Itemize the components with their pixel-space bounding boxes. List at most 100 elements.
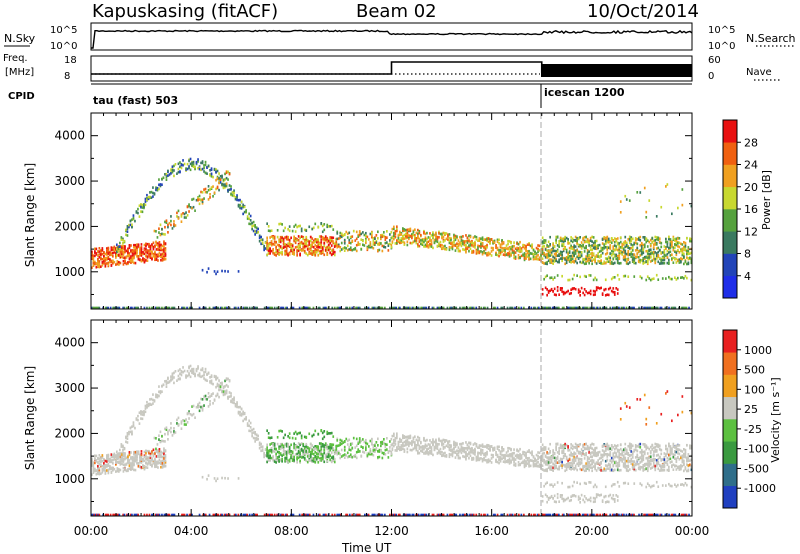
power-cell bbox=[601, 242, 604, 245]
power-cell bbox=[550, 253, 553, 257]
velocity-cell bbox=[155, 447, 157, 451]
power-cell bbox=[170, 223, 172, 227]
power-cell bbox=[538, 256, 541, 259]
velocity-cell bbox=[351, 442, 354, 445]
power-cell bbox=[92, 261, 95, 265]
power-cell bbox=[180, 166, 183, 170]
power-cell bbox=[343, 246, 346, 249]
velocity-cell bbox=[429, 439, 431, 442]
power-cell bbox=[143, 203, 145, 206]
power-cell bbox=[644, 306, 647, 309]
power-cell bbox=[290, 236, 292, 240]
power-cell bbox=[637, 256, 640, 259]
power-cell bbox=[669, 250, 672, 254]
velocity-cell bbox=[349, 442, 352, 446]
power-cell bbox=[562, 256, 565, 260]
power-cell bbox=[627, 250, 630, 253]
power-cell bbox=[470, 306, 473, 309]
power-cell bbox=[585, 255, 587, 258]
velocity-cell bbox=[312, 447, 315, 451]
power-cell bbox=[248, 306, 251, 309]
velocity-cell bbox=[113, 455, 116, 459]
power-cell bbox=[176, 215, 178, 218]
power-cell bbox=[228, 184, 231, 187]
power-cell bbox=[622, 247, 625, 251]
power-cell bbox=[306, 239, 309, 242]
power-cell bbox=[299, 244, 301, 247]
power-cell bbox=[302, 237, 305, 241]
power-cell bbox=[321, 246, 324, 249]
power-cell bbox=[136, 252, 138, 255]
power-cell bbox=[594, 259, 596, 262]
power-cell bbox=[652, 251, 655, 254]
power-cell bbox=[622, 258, 625, 261]
power-cell bbox=[580, 251, 583, 254]
power-cell bbox=[156, 188, 159, 192]
power-cell bbox=[689, 237, 691, 240]
power-cell bbox=[378, 248, 381, 252]
power-cell bbox=[683, 277, 685, 280]
power-cell bbox=[103, 251, 105, 254]
power-cell bbox=[559, 250, 562, 254]
velocity-cell bbox=[164, 380, 166, 383]
velocity-cell bbox=[122, 445, 124, 449]
power-cell bbox=[630, 306, 633, 309]
power-cell bbox=[267, 252, 270, 255]
velocity-cell bbox=[139, 456, 141, 459]
velocity-cell bbox=[215, 375, 217, 378]
power-cell bbox=[510, 241, 512, 245]
power-cell bbox=[312, 226, 315, 230]
power-cell bbox=[523, 257, 526, 260]
velocity-cell bbox=[411, 448, 413, 452]
velocity-cell bbox=[148, 456, 150, 459]
velocity-cell bbox=[284, 458, 286, 462]
velocity-cell bbox=[98, 454, 101, 457]
velocity-cell bbox=[101, 471, 104, 474]
power-cell bbox=[107, 255, 110, 259]
power-cell bbox=[500, 306, 503, 309]
power-cell bbox=[417, 245, 419, 248]
power-cell bbox=[501, 246, 503, 250]
velocity-cell bbox=[429, 451, 431, 455]
power-cell bbox=[669, 246, 672, 250]
power-cell bbox=[648, 257, 651, 261]
power-cell bbox=[538, 306, 540, 309]
power-cell bbox=[365, 241, 367, 245]
velocity-cell bbox=[300, 449, 303, 452]
power-cell bbox=[329, 225, 332, 228]
power-cell bbox=[525, 253, 527, 256]
power-cell bbox=[183, 212, 186, 216]
velocity-cell bbox=[303, 456, 306, 460]
power-cell bbox=[377, 230, 379, 234]
power-cell bbox=[543, 306, 545, 309]
power-cell bbox=[368, 238, 370, 241]
velocity-cell bbox=[131, 430, 133, 433]
power-cell bbox=[657, 246, 660, 250]
power-cell bbox=[424, 239, 427, 242]
velocity-cell bbox=[303, 458, 306, 461]
velocity-cell bbox=[127, 457, 129, 460]
velocity-cell bbox=[396, 436, 398, 440]
velocity-cell bbox=[282, 453, 285, 456]
power-cell bbox=[279, 222, 282, 226]
power-cell bbox=[406, 236, 409, 239]
velocity-cell bbox=[309, 455, 312, 459]
power-cell bbox=[525, 255, 527, 258]
power-cell bbox=[651, 277, 654, 281]
power-cell bbox=[609, 247, 612, 250]
power-cell bbox=[475, 249, 478, 253]
power-cell bbox=[538, 249, 541, 252]
velocity-cell bbox=[430, 441, 433, 444]
power-cell bbox=[113, 251, 116, 254]
power-cell bbox=[558, 293, 560, 296]
power-cell bbox=[455, 306, 458, 309]
power-cell bbox=[559, 257, 562, 260]
power-cell bbox=[335, 237, 338, 241]
power-cell bbox=[586, 256, 589, 260]
velocity-cell bbox=[414, 445, 416, 448]
power-cell bbox=[374, 237, 376, 240]
power-cell bbox=[436, 240, 439, 244]
velocity-cell bbox=[160, 462, 162, 465]
power-cell bbox=[550, 251, 553, 254]
power-cell bbox=[637, 260, 640, 264]
